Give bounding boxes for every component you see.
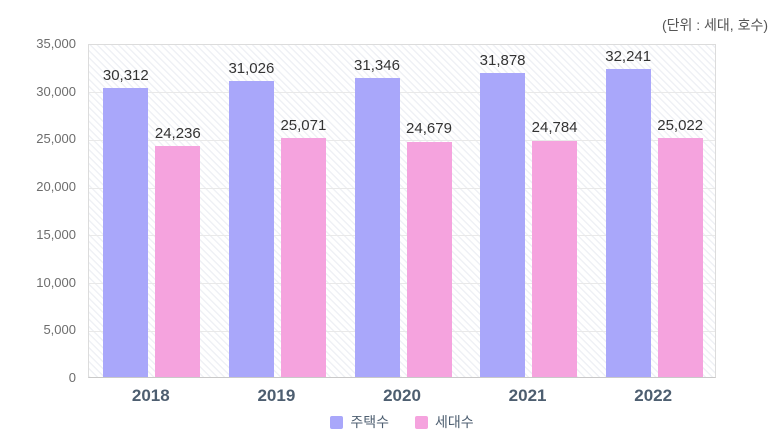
y-tick-label: 5,000	[43, 322, 76, 338]
bar-series2	[406, 141, 452, 377]
bar-value-label: 31,026	[228, 59, 275, 77]
legend: 주택수 세대수	[88, 412, 716, 432]
x-tick-label: 2021	[508, 386, 547, 405]
bar-value-label: 32,241	[605, 48, 652, 66]
bar-value-label: 31,346	[354, 56, 400, 74]
legend-item: 세대수	[415, 412, 474, 432]
gridline	[89, 235, 715, 237]
bar-value-label: 30,312	[102, 66, 149, 84]
bar-series1	[480, 72, 526, 377]
bar-value-label: 24,784	[531, 119, 578, 137]
gridline	[89, 92, 715, 94]
legend-swatch	[330, 415, 344, 429]
y-tick-label: 20,000	[36, 179, 76, 195]
gridline	[89, 330, 715, 332]
y-tick-label: 30,000	[36, 83, 76, 99]
y-tick-label: 35,000	[36, 36, 76, 51]
bar-series2	[532, 140, 578, 377]
y-tick-label: 10,000	[36, 274, 76, 290]
gridline	[89, 283, 715, 285]
x-tick-label: 2020	[383, 386, 421, 405]
bar-value-label: 24,679	[406, 120, 452, 138]
x-tick-label: 2018	[131, 386, 170, 405]
y-tick-label: 0	[68, 370, 76, 385]
bar-value-label: 24,236	[154, 124, 201, 142]
plot-area: 30,312 24,236 31,026 25,071 31,346 24,679 31,8…	[88, 44, 716, 378]
bar-value-label: 25,071	[280, 116, 327, 134]
y-tick-label: 15,000	[36, 226, 76, 242]
legend-item: 주택수	[330, 412, 389, 432]
bar-series2	[155, 145, 201, 377]
bar-series1	[605, 69, 651, 377]
gridline	[89, 187, 715, 189]
legend-label: 세대수	[435, 414, 474, 430]
bar-value-label: 31,878	[479, 51, 526, 69]
bar-series1	[103, 87, 149, 377]
bar-series2	[657, 138, 703, 377]
bar-value-label: 25,022	[657, 117, 704, 135]
bar-series2	[280, 137, 326, 377]
legend-label: 주택수	[350, 414, 389, 430]
legend-swatch	[415, 415, 428, 429]
unit-label: (단위 : 세대, 호수)	[661, 17, 768, 33]
x-tick-label: 2019	[257, 386, 296, 405]
bar-series1	[354, 77, 400, 377]
x-tick-label: 2022	[634, 386, 673, 405]
y-tick-label: 25,000	[36, 131, 76, 147]
gridline	[89, 139, 715, 141]
bar-series1	[228, 80, 274, 377]
